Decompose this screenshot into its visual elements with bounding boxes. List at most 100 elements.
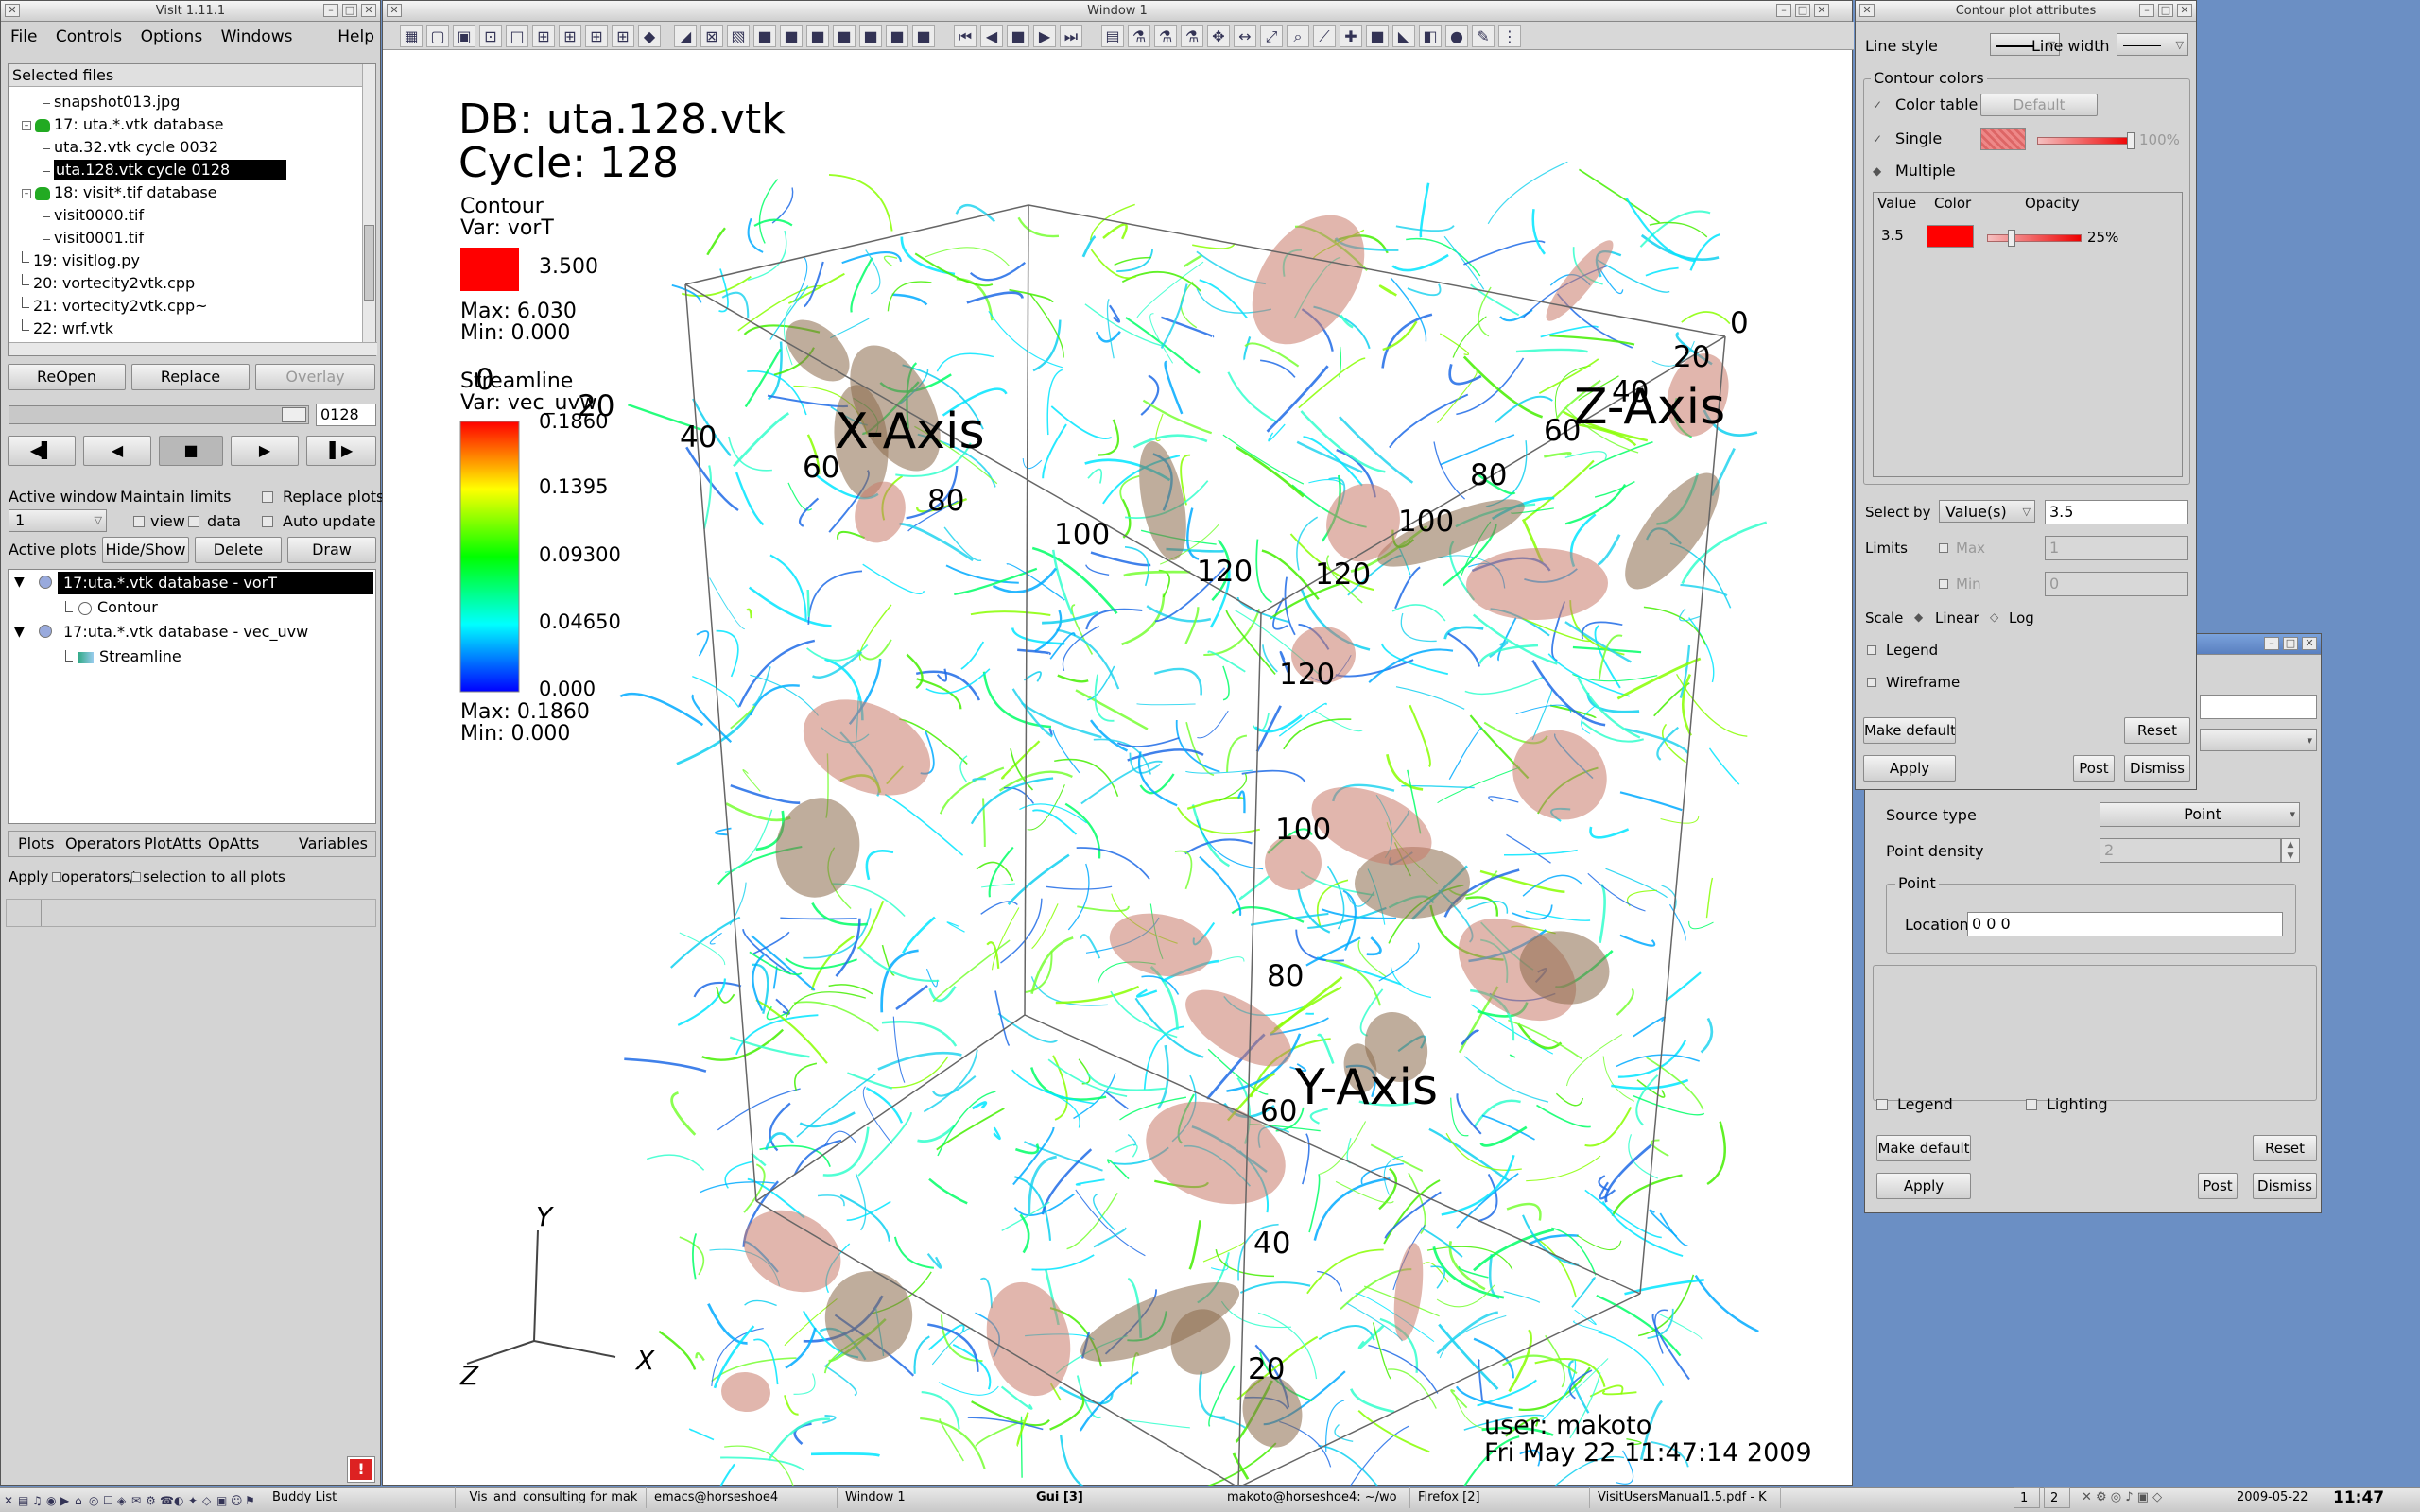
- toolbar-tool-icon[interactable]: ▣: [453, 25, 475, 47]
- stream-make-default-button[interactable]: Make default: [1876, 1135, 1971, 1161]
- file-list-item[interactable]: uta.32.vtk cycle 0032: [43, 136, 218, 159]
- taskbar-item-firefox[interactable]: Firefox [2]: [1412, 1487, 1590, 1508]
- close-window-icon[interactable]: ✕: [2177, 4, 2192, 17]
- launcher-app-icon[interactable]: ⌂: [75, 1494, 82, 1507]
- toolbar-tool-icon[interactable]: ■: [833, 25, 856, 47]
- max-checkbox[interactable]: [1939, 543, 1948, 553]
- toolbar-tool-icon[interactable]: ✥: [1207, 25, 1230, 47]
- location-field[interactable]: 0 0 0: [1967, 912, 2283, 936]
- select-by-select[interactable]: Value(s) ▽: [1939, 500, 2035, 523]
- toolbar-tool-icon[interactable]: ◧: [1419, 25, 1442, 47]
- toolbar-tool-icon[interactable]: ■: [886, 25, 908, 47]
- launcher-app-icon[interactable]: ☺: [231, 1494, 243, 1507]
- plot-item-vort[interactable]: ▼ 17:uta.*.vtk database - vorT: [10, 572, 373, 594]
- plot-item-vec-uvw[interactable]: ▼ 17:uta.*.vtk database - vec_uvw: [10, 621, 373, 644]
- stream-legend-checkbox[interactable]: [1876, 1099, 1888, 1110]
- toolbar-tool-icon[interactable]: ■: [1366, 25, 1389, 47]
- reopen-button[interactable]: ReOpen: [8, 364, 126, 390]
- menu-windows[interactable]: Windows: [220, 27, 293, 46]
- launcher-app-icon[interactable]: ◉: [46, 1494, 57, 1507]
- line-width-select[interactable]: ▽: [2117, 33, 2188, 56]
- wireframe-checkbox[interactable]: [1867, 678, 1876, 687]
- menu-help[interactable]: Help: [337, 27, 374, 46]
- toolbar-tool-icon[interactable]: ⟋: [1313, 25, 1336, 47]
- launcher-app-icon[interactable]: ◎: [89, 1494, 99, 1507]
- stream-dismiss-button[interactable]: Dismiss: [2253, 1173, 2317, 1199]
- source-type-select[interactable]: Point ▾: [2100, 802, 2300, 827]
- stream-post-button[interactable]: Post: [2198, 1173, 2238, 1199]
- toolbar-tool-icon[interactable]: ⚗: [1128, 25, 1150, 47]
- max-field[interactable]: 1: [2045, 536, 2188, 560]
- toolbar-tool-icon[interactable]: ■: [1007, 25, 1029, 47]
- toolbar-tool-icon[interactable]: ⊞: [559, 25, 581, 47]
- file-list-item[interactable]: 21: vortecity2vtk.cpp~: [22, 295, 208, 318]
- select-by-field[interactable]: 3.5: [2045, 500, 2188, 524]
- toolbar-tool-icon[interactable]: ✚: [1340, 25, 1362, 47]
- contour-make-default-button[interactable]: Make default: [1863, 717, 1956, 744]
- toolbar-tool-icon[interactable]: ⋮: [1498, 25, 1521, 47]
- linear-radio[interactable]: ◆: [1914, 610, 1924, 624]
- toolbar-tool-icon[interactable]: ⤢: [1260, 25, 1283, 47]
- toolbar-tool-icon[interactable]: ⌕: [1287, 25, 1309, 47]
- stream-top-field[interactable]: [2200, 695, 2317, 719]
- file-list-item[interactable]: – 18: visit*.tif database: [22, 181, 217, 204]
- file-list-item[interactable]: – 17: uta.*.vtk database: [22, 113, 224, 136]
- file-list-item[interactable]: 22: wrf.vtk: [22, 318, 113, 340]
- main-title-bar[interactable]: VisIt 1.11.1: [1, 1, 380, 22]
- single-radio[interactable]: ✓: [1873, 132, 1883, 146]
- launcher-app-icon[interactable]: ▤: [18, 1494, 29, 1507]
- plot-child-streamline[interactable]: Streamline: [65, 645, 182, 668]
- plot-child-contour[interactable]: Contour: [65, 596, 158, 619]
- expand-icon[interactable]: ▼: [14, 625, 25, 640]
- toolbar-tool-icon[interactable]: ■: [806, 25, 829, 47]
- minimize-icon[interactable]: –: [323, 4, 338, 17]
- maximize-icon[interactable]: □: [2158, 4, 2173, 17]
- toolbar-tool-icon[interactable]: ⊡: [479, 25, 502, 47]
- apply-selection-checkbox[interactable]: [131, 872, 141, 882]
- spin-buttons[interactable]: ▲ ▼: [2281, 838, 2300, 863]
- toolbar-tool-icon[interactable]: ▧: [727, 25, 750, 47]
- time-slider-handle[interactable]: [282, 407, 306, 422]
- toolbar-tool-icon[interactable]: ⊞: [612, 25, 634, 47]
- toolbar-tool-icon[interactable]: ⊠: [700, 25, 723, 47]
- toolbar-tool-icon[interactable]: ◢: [674, 25, 697, 47]
- line-style-select[interactable]: ▽: [1990, 33, 2060, 56]
- desktop-1-button[interactable]: 1: [2014, 1487, 2040, 1508]
- color-table-default-button[interactable]: Default: [1980, 94, 2098, 116]
- variables-menu[interactable]: Variables: [298, 834, 368, 852]
- toolbar-tool-icon[interactable]: ⊞: [585, 25, 608, 47]
- apply-operators-checkbox[interactable]: [52, 872, 61, 882]
- minimize-icon[interactable]: –: [2139, 4, 2154, 17]
- stop-button[interactable]: ■: [159, 436, 223, 466]
- toolbar-tool-icon[interactable]: □: [506, 25, 528, 47]
- maintain-view-checkbox[interactable]: [133, 516, 145, 527]
- play-button[interactable]: ▶: [231, 436, 299, 466]
- launcher-app-icon[interactable]: ◇: [202, 1494, 212, 1507]
- single-opacity-slider[interactable]: [2037, 132, 2135, 149]
- hide-show-button[interactable]: Hide/Show: [102, 537, 189, 563]
- expand-icon[interactable]: ▼: [14, 575, 25, 590]
- launcher-app-icon[interactable]: ◈: [117, 1494, 127, 1507]
- vis-canvas[interactable]: [383, 51, 1852, 1486]
- stream-top-select[interactable]: ▾: [2200, 729, 2317, 751]
- launcher-app-icon[interactable]: ▶: [60, 1494, 70, 1507]
- launcher-app-icon[interactable]: ♫: [32, 1494, 43, 1507]
- close-icon[interactable]: ✕: [1859, 4, 1875, 17]
- taskbar-item-emacs[interactable]: emacs@horseshoe4: [648, 1487, 838, 1508]
- draw-button[interactable]: Draw: [287, 537, 376, 563]
- toolbar-tool-icon[interactable]: ◆: [638, 25, 661, 47]
- toolbar-tool-icon[interactable]: ◀: [980, 25, 1003, 47]
- log-radio[interactable]: ◇: [1990, 610, 1999, 624]
- lighting-checkbox[interactable]: [2026, 1099, 2037, 1110]
- launcher-app-icon[interactable]: ✕: [4, 1494, 14, 1507]
- file-list-item[interactable]: visit0001.tif: [43, 227, 144, 249]
- taskbar-item-buddy-list[interactable]: Buddy List: [267, 1487, 456, 1508]
- row-opacity-slider[interactable]: [1987, 230, 2082, 247]
- min-checkbox[interactable]: [1939, 579, 1948, 589]
- forward-step-button[interactable]: ▌▶: [306, 436, 376, 466]
- taskbar-item-gui[interactable]: Gui [3]: [1030, 1487, 1219, 1508]
- launcher-app-icon[interactable]: ✦: [188, 1494, 199, 1507]
- menu-options[interactable]: Options: [140, 27, 203, 46]
- single-color-swatch[interactable]: [1980, 128, 2026, 150]
- toolbar-tool-icon[interactable]: ■: [753, 25, 776, 47]
